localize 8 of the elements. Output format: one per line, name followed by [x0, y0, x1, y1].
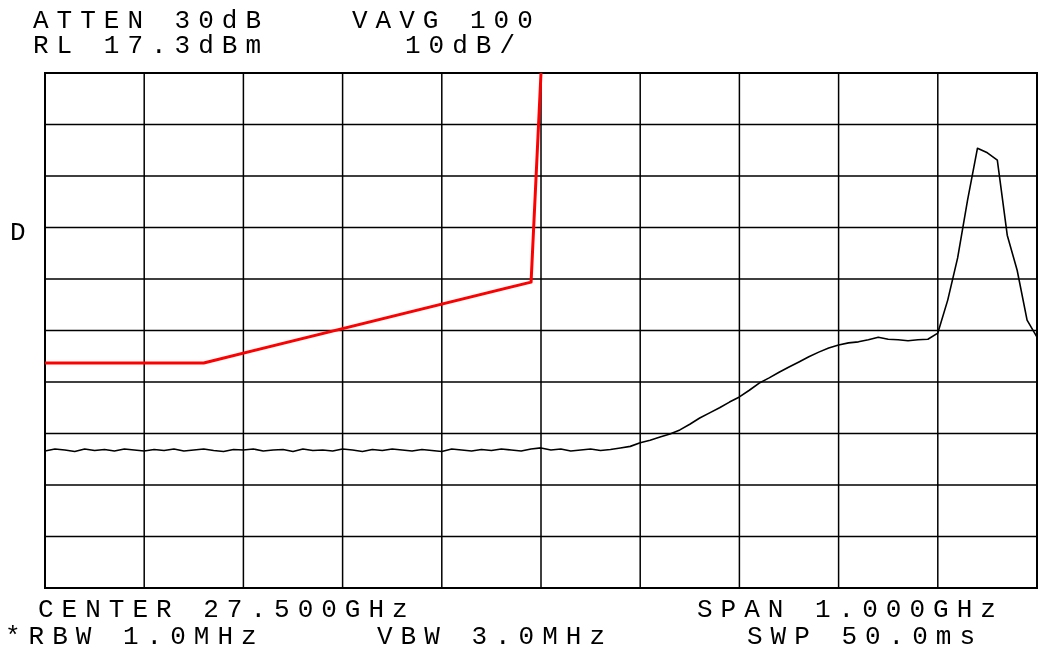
text: RL 17.3dBm [33, 31, 270, 61]
text: CENTER 27.500GHz [38, 595, 416, 625]
text: D [10, 218, 34, 248]
text: VBW 3.0MHz [377, 622, 614, 652]
text: 10dB/ [405, 31, 524, 61]
text: SPAN 1.000GHz [697, 595, 1004, 625]
text: SWP 50.0ms [747, 622, 984, 652]
text: *RBW 1.0MHz [5, 622, 265, 652]
